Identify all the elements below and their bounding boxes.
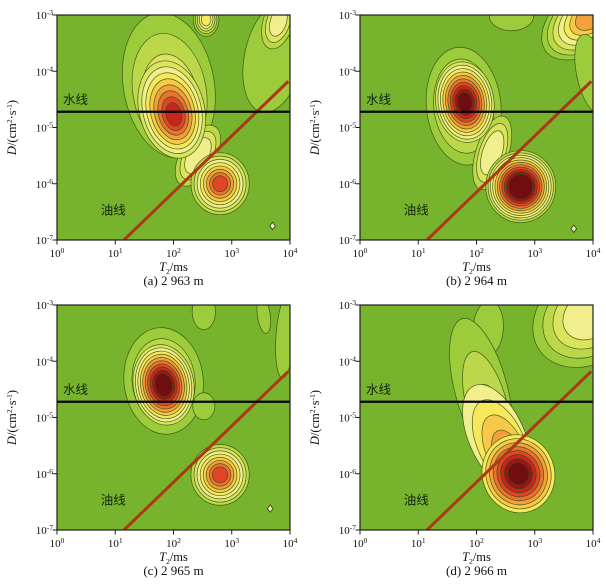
diamond-marker <box>570 224 578 234</box>
x-tick-label: 103 <box>224 246 239 260</box>
contour-layer <box>121 15 290 240</box>
x-tick-label: 101 <box>411 246 426 260</box>
x-tick-label: 100 <box>353 536 368 550</box>
oil-line-label: 油线 <box>101 204 127 218</box>
water-line-label: 水线 <box>63 93 89 107</box>
y-tick-label: 10-7 <box>36 233 53 247</box>
y-tick-label: 10-6 <box>36 467 53 481</box>
y-tick-label: 10-3 <box>36 298 53 312</box>
panel-caption: (c) 2 965 m <box>143 563 203 578</box>
y-tick-label: 10-5 <box>339 121 356 135</box>
contour-blob-oil-core <box>485 150 557 223</box>
x-tick-label: 103 <box>527 536 542 550</box>
x-tick-label: 102 <box>166 536 181 550</box>
y-tick-label: 10-3 <box>339 8 356 22</box>
x-tick-label: 104 <box>283 536 298 550</box>
panel-b-2964m: 水线油线 100 101 102 103 104 10-3 10-4 10-5 10-6 10-7 T… <box>303 0 606 290</box>
y-tick-label: 10-3 <box>339 298 356 312</box>
contour-layer <box>425 305 593 530</box>
panel-caption: (d) 2 966 m <box>446 563 507 578</box>
x-tick-label: 100 <box>50 246 65 260</box>
oil-line <box>122 370 290 530</box>
x-tick-label: 102 <box>469 246 484 260</box>
y-tick-label: 10-4 <box>36 354 53 368</box>
y-tick-label: 10-6 <box>36 177 53 191</box>
x-tick-label: 100 <box>50 536 65 550</box>
contour-blob-water-core <box>132 344 195 426</box>
y-tick-label: 10-7 <box>36 523 53 537</box>
x-tick-label: 102 <box>166 246 181 260</box>
contour-blob-oil-core <box>190 444 250 506</box>
x-tick-label: 103 <box>224 536 239 550</box>
x-tick-label: 100 <box>353 246 368 260</box>
x-tick-label: 103 <box>527 246 542 260</box>
panel-c-2965m: 水线油线 100 101 102 103 104 10-3 10-4 10-5 10-6 10-7 T… <box>0 290 303 581</box>
contour-blob-top-right-corner <box>532 305 593 368</box>
oil-line <box>122 80 290 240</box>
y-tick-label: 10-5 <box>339 411 356 425</box>
contour-layer <box>425 15 593 240</box>
x-axis-label: T2/ms <box>159 550 188 566</box>
contour-blob-oil-core <box>190 152 250 216</box>
x-tick-label: 102 <box>469 536 484 550</box>
x-tick-label: 101 <box>108 246 123 260</box>
x-tick-label: 104 <box>586 246 601 260</box>
oil-line-label: 油线 <box>101 494 127 508</box>
x-tick-label: 104 <box>586 536 601 550</box>
panel-a-2963m: 水线油线 100 101 102 103 104 10-3 10-4 10-5 10-6 10-7 T… <box>0 0 303 290</box>
x-tick-label: 101 <box>411 536 426 550</box>
panel-caption: (a) 2 963 m <box>143 273 203 288</box>
contour-blob-top-plume <box>191 305 216 331</box>
y-axis-label: D/(cm2·s-1) <box>308 100 322 156</box>
contour-blob-right-streak <box>574 33 593 115</box>
oil-line <box>425 370 593 530</box>
contour-blob-top-right-corner <box>541 15 593 61</box>
contour-blob-oil-core <box>481 434 556 514</box>
x-tick-label: 101 <box>108 536 123 550</box>
y-tick-label: 10-7 <box>339 523 356 537</box>
contour-layer <box>122 305 290 530</box>
y-tick-label: 10-4 <box>36 64 53 78</box>
water-line-label: 水线 <box>366 93 392 107</box>
x-axis-label: T2/ms <box>159 260 188 276</box>
contour-blob-top-small <box>192 15 220 37</box>
oil-line-label: 油线 <box>404 494 430 508</box>
y-tick-label: 10-7 <box>339 233 356 247</box>
contour-blob-side-bump <box>192 392 216 421</box>
contour-blob-top-right-pale <box>261 15 290 50</box>
y-tick-label: 10-6 <box>339 467 356 481</box>
y-tick-label: 10-4 <box>339 64 356 78</box>
y-tick-label: 10-3 <box>36 8 53 22</box>
y-axis-label: D/(cm2·s-1) <box>308 390 322 446</box>
y-axis-label: D/(cm2·s-1) <box>5 390 19 446</box>
x-axis-label: T2/ms <box>462 260 491 276</box>
oil-line <box>425 80 593 240</box>
diamond-marker <box>269 221 276 231</box>
y-tick-label: 10-5 <box>36 121 53 135</box>
contour-blob-water-core <box>137 60 206 159</box>
oil-line-label: 油线 <box>404 204 430 218</box>
contour-blob-right-streak-small <box>256 305 271 334</box>
water-line-label: 水线 <box>366 383 392 397</box>
x-axis-label: T2/ms <box>462 550 491 566</box>
contour-blob-top-small <box>488 15 534 32</box>
y-axis-label: D/(cm2·s-1) <box>5 100 19 156</box>
y-tick-label: 10-4 <box>339 354 356 368</box>
x-tick-label: 104 <box>283 246 298 260</box>
y-tick-label: 10-6 <box>339 177 356 191</box>
water-line-label: 水线 <box>63 383 89 397</box>
panel-d-2966m: 水线油线 100 101 102 103 104 10-3 10-4 10-5 10-6 10-7 T… <box>303 290 606 581</box>
panel-caption: (b) 2 964 m <box>446 273 507 288</box>
diamond-marker <box>266 504 274 513</box>
y-tick-label: 10-5 <box>36 411 53 425</box>
